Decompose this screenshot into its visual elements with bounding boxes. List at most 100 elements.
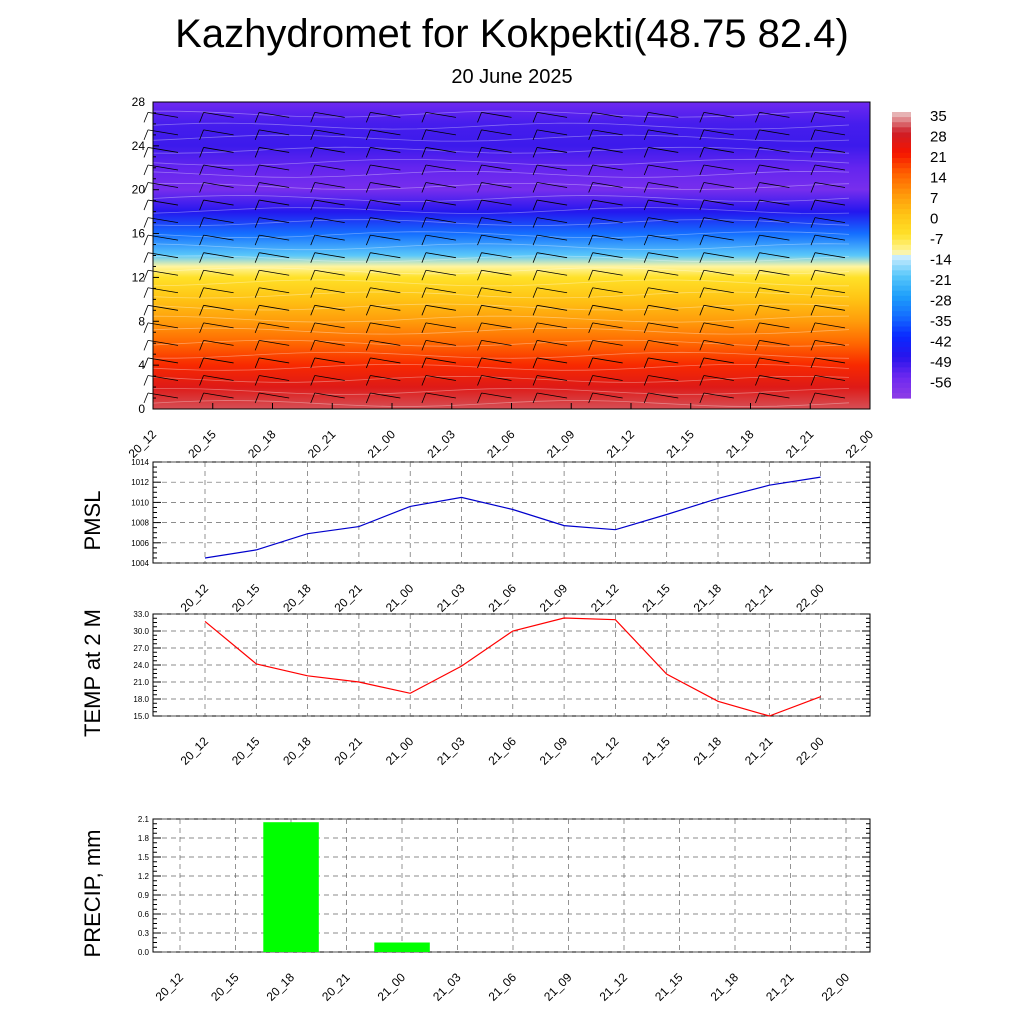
y-tick-label: 1.8: [138, 834, 150, 843]
wind-barb-flag: [755, 112, 760, 123]
wind-barb-flag: [365, 182, 371, 193]
wind-barb-flag: [643, 147, 649, 158]
y-tick-label: 0: [138, 402, 145, 416]
wind-barb-flag: [477, 235, 482, 246]
wind-barb: [481, 129, 512, 136]
wind-barb: [703, 234, 734, 241]
wind-barb-flag: [143, 147, 149, 158]
wind-barb: [537, 269, 568, 276]
colorbar-label: -21: [930, 272, 952, 289]
colorbar-cell: [892, 367, 911, 374]
wind-barb: [648, 322, 679, 329]
wind-barb: [259, 287, 290, 294]
x-tick-label: 21_12: [588, 581, 622, 615]
wind-barb: [259, 340, 290, 346]
wind-barb: [648, 269, 679, 276]
wind-barb-flag: [254, 147, 260, 158]
wind-barb-flag: [199, 322, 204, 334]
wind-barb: [481, 392, 512, 399]
wind-barb-flag: [477, 252, 482, 263]
wind-barb: [259, 182, 290, 188]
wind-barb-flag: [199, 252, 204, 263]
wind-barb: [370, 147, 401, 153]
wind-barb: [759, 392, 790, 399]
colorbar-cell: [892, 229, 911, 236]
wind-barb-flag: [643, 340, 649, 351]
wind-barb-flag: [421, 340, 427, 351]
wind-barb-flag: [421, 392, 427, 404]
colorbar-cell: [892, 127, 911, 134]
wind-barb: [703, 182, 734, 188]
colorbar-cell: [892, 147, 911, 154]
y-tick-label: 16: [132, 227, 146, 241]
wind-barb: [314, 234, 345, 241]
wind-barb-flag: [199, 305, 204, 316]
wind-barb-flag: [310, 129, 316, 141]
y-tick-label: 2.1: [138, 815, 150, 824]
wind-barb-flag: [310, 112, 316, 123]
wind-barb-flag: [477, 392, 482, 404]
wind-barb: [259, 322, 290, 329]
colorbar-cell: [892, 209, 911, 215]
wind-barb: [592, 164, 623, 171]
wind-barb-flag: [199, 147, 204, 158]
wind-barb: [370, 269, 401, 276]
wind-barb: [648, 287, 679, 294]
wind-barb-flag: [421, 287, 427, 298]
colorbar-cell: [892, 336, 911, 343]
wind-barb: [203, 340, 234, 346]
y-tick-label: 0.6: [138, 910, 150, 919]
wind-barb-flag: [143, 375, 149, 386]
colorbar-label: 14: [930, 170, 947, 187]
wind-barb-flag: [810, 252, 816, 263]
wind-barb: [259, 199, 290, 206]
wind-barb-flag: [365, 217, 371, 228]
wind-barb: [814, 234, 846, 241]
x-tick-label: 20_18: [245, 427, 279, 461]
wind-barb-flag: [477, 112, 482, 123]
precip-bar: [374, 942, 430, 952]
wind-barb-flag: [477, 164, 482, 176]
wind-barb-flag: [588, 217, 594, 228]
colorbar-cell: [892, 249, 911, 256]
y-tick-label: 18.0: [133, 695, 149, 704]
wind-barb: [648, 129, 679, 136]
colorbar-cell: [892, 183, 911, 190]
wind-barb: [314, 304, 345, 311]
wind-barb: [259, 357, 290, 364]
wind-barb-flag: [588, 287, 594, 298]
x-tick-label: 21_00: [383, 581, 417, 615]
wind-barb: [814, 199, 846, 206]
wind-barb: [203, 322, 234, 329]
wind-barb: [537, 375, 568, 381]
wind-barb: [259, 392, 290, 399]
x-tick-label: 21_06: [486, 970, 520, 1004]
wind-barb: [203, 357, 234, 364]
wind-barb: [648, 392, 679, 399]
x-tick-label: 20_15: [229, 734, 263, 768]
wind-barb-flag: [143, 287, 149, 298]
wind-barb-flag: [699, 112, 705, 123]
wind-barb-flag: [477, 199, 482, 211]
wind-barb: [648, 217, 679, 224]
wind-barb: [703, 287, 734, 294]
colorbar-cell: [892, 137, 911, 144]
colorbar-cell: [892, 382, 911, 389]
colorbar-cell: [892, 392, 911, 399]
wind-barb: [370, 217, 401, 224]
wind-barb: [648, 182, 679, 188]
x-tick-label: 21_03: [424, 427, 458, 461]
wind-barb-flag: [643, 182, 649, 193]
wind-barb-flag: [588, 164, 594, 176]
wind-barb: [592, 111, 623, 118]
x-tick-label: 20_21: [305, 427, 339, 461]
wind-barb: [203, 129, 234, 136]
wind-barb-flag: [310, 217, 316, 228]
colorbar-cell: [892, 341, 911, 348]
wind-barb: [259, 129, 290, 136]
temperature-field: [153, 102, 870, 409]
wind-barb: [759, 357, 790, 364]
wind-barb: [481, 322, 512, 329]
x-tick-label: 21_09: [537, 581, 571, 615]
wind-barb-flag: [699, 182, 705, 193]
